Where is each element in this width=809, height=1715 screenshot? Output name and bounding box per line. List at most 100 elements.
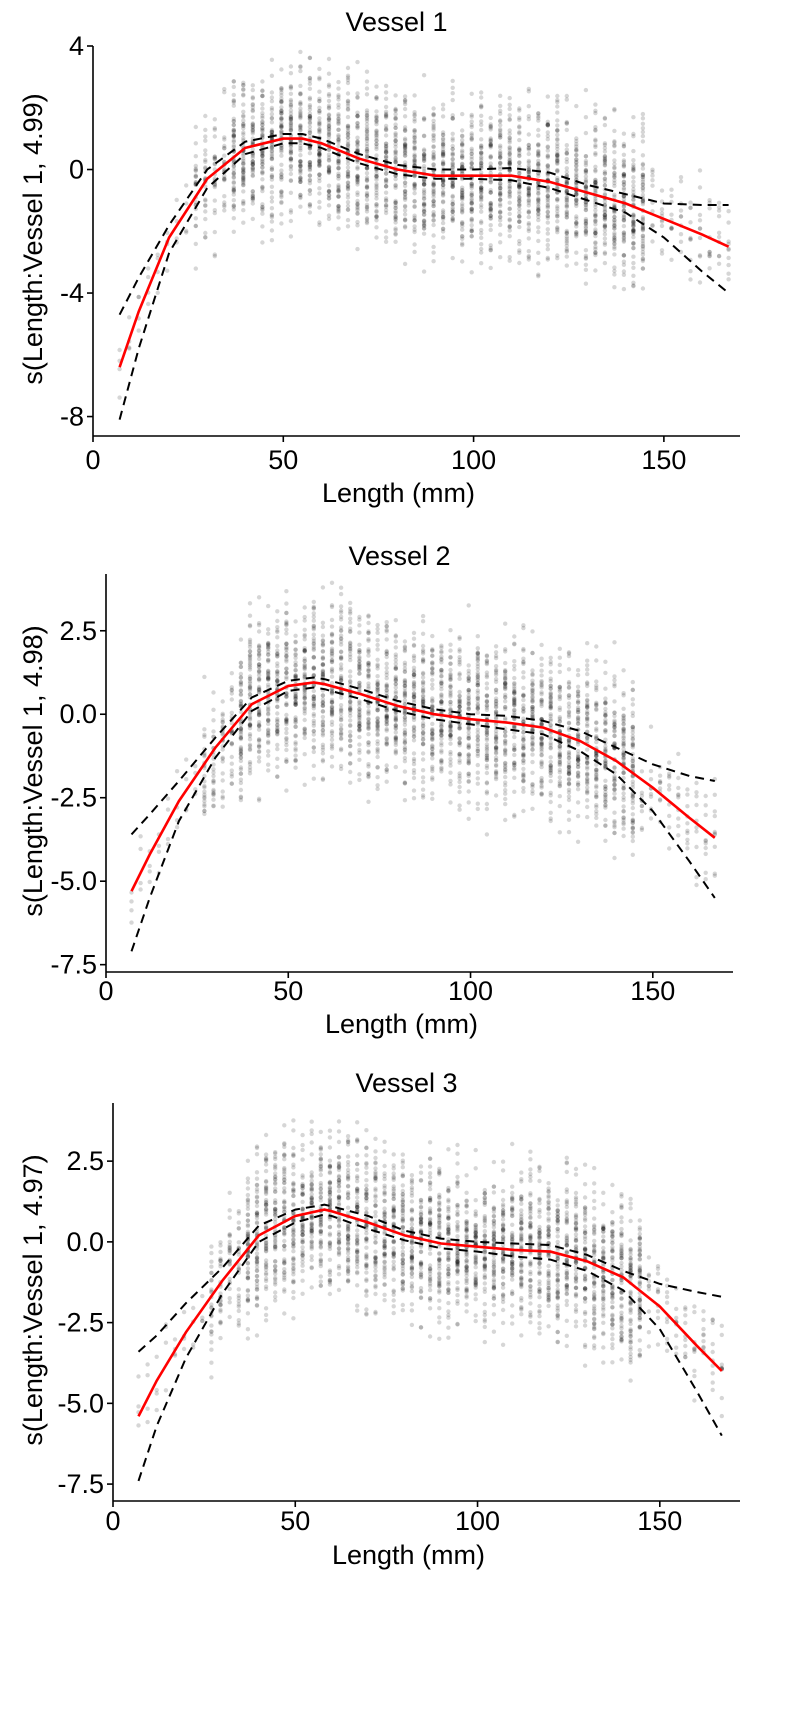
- data-point: [479, 187, 484, 192]
- data-point: [393, 725, 398, 730]
- data-point: [612, 218, 617, 223]
- data-point: [402, 717, 408, 723]
- data-point: [430, 707, 435, 713]
- data-point: [555, 169, 560, 174]
- data-point: [469, 207, 474, 212]
- data-point: [364, 122, 370, 127]
- data-point: [393, 182, 398, 188]
- data-point: [311, 666, 316, 671]
- data-point: [266, 641, 271, 647]
- data-point: [374, 128, 379, 133]
- data-point: [384, 713, 389, 718]
- data-point: [650, 209, 655, 214]
- data-point: [526, 114, 531, 119]
- data-point: [393, 678, 398, 683]
- data-point: [320, 642, 326, 647]
- data-point: [440, 180, 446, 185]
- data-point: [355, 59, 360, 65]
- data-point: [326, 155, 332, 160]
- data-point: [383, 114, 389, 119]
- data-point: [366, 673, 371, 679]
- data-point: [545, 173, 550, 178]
- data-point: [174, 197, 179, 203]
- data-point: [326, 106, 332, 111]
- data-point: [288, 149, 294, 154]
- data-point: [564, 198, 569, 203]
- data-point: [222, 177, 227, 182]
- data-point: [574, 261, 579, 266]
- data-point: [275, 678, 280, 683]
- data-point: [250, 122, 255, 127]
- data-point: [357, 642, 362, 647]
- data-point: [564, 156, 569, 162]
- data-point: [212, 210, 217, 216]
- data-point: [329, 651, 335, 656]
- data-point: [564, 228, 569, 234]
- data-point: [366, 732, 371, 737]
- data-point: [375, 687, 380, 693]
- data-point: [241, 166, 246, 171]
- data-point: [431, 153, 436, 158]
- data-point: [402, 680, 408, 686]
- data-point: [129, 908, 134, 913]
- data-point: [555, 97, 560, 103]
- data-point: [564, 230, 569, 236]
- data-point: [326, 152, 332, 157]
- data-point: [302, 605, 307, 610]
- data-point: [317, 172, 322, 177]
- data-point: [345, 114, 351, 120]
- data-point: [326, 167, 332, 172]
- data-point: [393, 735, 398, 741]
- data-point: [383, 198, 389, 204]
- data-point: [530, 699, 535, 704]
- data-point: [231, 192, 236, 197]
- data-point: [593, 222, 598, 227]
- data-point: [688, 200, 693, 205]
- data-point: [302, 649, 307, 654]
- data-point: [526, 160, 531, 165]
- data-point: [298, 143, 303, 148]
- data-point: [402, 730, 408, 735]
- data-point: [439, 743, 444, 748]
- data-point: [279, 149, 284, 154]
- data-point: [275, 643, 280, 649]
- data-point: [448, 671, 453, 677]
- data-point: [364, 166, 370, 171]
- data-point: [402, 680, 408, 685]
- data-point: [364, 152, 370, 157]
- data-point: [466, 675, 471, 681]
- data-point: [457, 724, 462, 729]
- data-point: [555, 132, 560, 138]
- data-point: [621, 158, 627, 163]
- data-point: [431, 111, 436, 117]
- data-point: [326, 92, 332, 97]
- data-point: [250, 196, 255, 201]
- data-point: [231, 127, 236, 132]
- data-point: [275, 725, 280, 730]
- data-point: [469, 233, 474, 239]
- data-point: [593, 214, 598, 219]
- data-point: [383, 141, 389, 146]
- data-point: [366, 723, 371, 728]
- data-point: [512, 634, 517, 639]
- data-point: [311, 688, 316, 694]
- data-point: [439, 695, 444, 700]
- data-point: [493, 731, 499, 737]
- data-point: [279, 147, 284, 153]
- data-point: [241, 82, 246, 88]
- data-point: [574, 163, 579, 169]
- data-point: [393, 713, 398, 718]
- data-point: [507, 186, 512, 191]
- data-point: [440, 149, 446, 154]
- data-point: [374, 196, 379, 201]
- data-point: [448, 688, 453, 693]
- data-point: [555, 175, 560, 181]
- data-point: [269, 195, 275, 200]
- data-point: [366, 771, 371, 776]
- data-point: [393, 689, 398, 694]
- data-point: [564, 121, 569, 126]
- data-point: [241, 161, 246, 166]
- data-point: [320, 672, 326, 677]
- data-point: [475, 770, 480, 775]
- data-point: [555, 128, 560, 133]
